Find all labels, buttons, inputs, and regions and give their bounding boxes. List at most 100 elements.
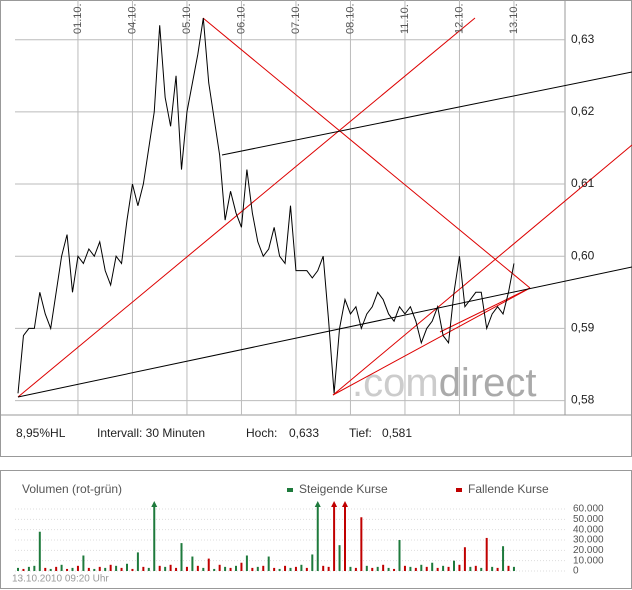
volume-bar — [316, 506, 319, 571]
volume-bar — [262, 565, 265, 571]
trend-line — [221, 71, 632, 156]
volume-bar — [245, 555, 248, 571]
info-text: 0,633 — [289, 426, 319, 440]
x-tick-label: 13.10. — [508, 3, 520, 34]
trend-line — [17, 266, 632, 398]
volume-bar — [349, 566, 352, 571]
y-tick-label: 0,63 — [571, 32, 595, 46]
x-tick-label: 04.10. — [126, 3, 138, 34]
volume-bar — [393, 568, 396, 571]
trend-line — [332, 287, 531, 396]
volume-bar — [447, 566, 450, 571]
volume-bar — [175, 567, 178, 571]
volume-bar — [431, 562, 434, 571]
volume-bar — [480, 567, 483, 571]
volume-bar — [44, 567, 47, 571]
volume-bar — [256, 566, 259, 571]
trend-line — [439, 287, 531, 333]
volume-bar — [115, 565, 118, 571]
watermark-part: .com — [352, 361, 439, 405]
volume-bar — [442, 565, 445, 571]
watermark-part: direct — [439, 361, 537, 405]
trend-lines — [17, 17, 632, 398]
y-tick-label: 0 — [573, 566, 579, 577]
volume-bar — [131, 568, 134, 571]
volume-bar — [398, 540, 401, 571]
volume-bar — [158, 565, 161, 571]
y-tick-label: 40.000 — [573, 524, 604, 535]
volume-bar — [213, 568, 216, 571]
y-tick-label: 0,59 — [571, 321, 595, 335]
trend-line — [202, 17, 531, 289]
volume-bar — [153, 506, 156, 571]
volume-bar — [305, 567, 308, 571]
volume-bar — [371, 567, 374, 571]
overflow-arrow — [151, 501, 158, 507]
volume-bar — [420, 564, 423, 571]
volume-bar — [354, 567, 357, 571]
x-tick-label: 06.10. — [235, 3, 247, 34]
x-tick-label: 01.10. — [72, 3, 84, 34]
volume-bar — [17, 567, 19, 571]
volume-bar — [267, 556, 270, 571]
volume-bar — [142, 566, 145, 571]
timestamp: 13.10.2010 09:20 Uhr — [12, 574, 109, 585]
overflow-arrow — [314, 501, 321, 507]
price-line — [17, 17, 515, 394]
volume-bar — [436, 567, 439, 571]
volume-bar — [251, 567, 254, 571]
volume-bar — [126, 563, 128, 571]
volume-bar — [474, 565, 477, 571]
info-text: Tief: — [349, 426, 372, 440]
volume-bar — [240, 562, 243, 571]
x-tick-label: 07.10. — [290, 3, 302, 34]
volume-bar — [202, 567, 205, 571]
volume-bar — [360, 517, 363, 571]
volume-bar — [147, 567, 150, 571]
volume-bar — [87, 567, 90, 571]
volume-title: Volumen (rot-grün) — [22, 482, 122, 496]
trend-line — [332, 144, 632, 396]
volume-bar — [164, 566, 167, 571]
overflow-arrow — [342, 501, 348, 507]
volume-bar — [502, 546, 505, 571]
info-text: 0,581 — [382, 426, 412, 440]
legend-label: Steigende Kurse — [299, 482, 388, 496]
volume-bar — [289, 567, 292, 571]
volume-bar — [207, 558, 210, 571]
volume-bar — [185, 566, 188, 571]
volume-bar — [76, 565, 79, 571]
volume-bar — [414, 567, 417, 571]
volume-bar — [365, 565, 368, 571]
grid — [15, 0, 565, 415]
price-panel — [0, 0, 632, 457]
volume-bar — [33, 565, 36, 571]
y-tick-label: 0,62 — [571, 104, 595, 118]
volume-bar — [344, 506, 346, 571]
volume-bar — [284, 565, 287, 571]
volume-bar — [196, 565, 199, 571]
volume-bar — [273, 567, 276, 571]
overflow-arrow — [331, 501, 338, 507]
volume-bar — [22, 568, 25, 571]
info-text: Hoch: — [246, 426, 277, 440]
x-tick-label: 11.10. — [399, 4, 411, 34]
y-tick-label: 20.000 — [573, 545, 604, 556]
x-tick-label: 12.10. — [453, 3, 465, 34]
volume-bar — [224, 566, 227, 571]
volume-bar — [403, 565, 406, 571]
volume-bar — [338, 545, 341, 571]
volume-bar — [49, 568, 52, 571]
volume-bar — [235, 565, 237, 571]
y-tick-label: 30.000 — [573, 535, 604, 546]
info-text: 8,95%HL — [16, 426, 66, 440]
volume-bar — [218, 564, 221, 571]
trend-line — [17, 17, 476, 398]
y-tick-label: 60.000 — [573, 504, 604, 515]
volume-bar — [463, 547, 466, 571]
volume-bar — [322, 565, 325, 571]
volume-bar — [191, 556, 194, 571]
volume-bar — [82, 555, 85, 571]
